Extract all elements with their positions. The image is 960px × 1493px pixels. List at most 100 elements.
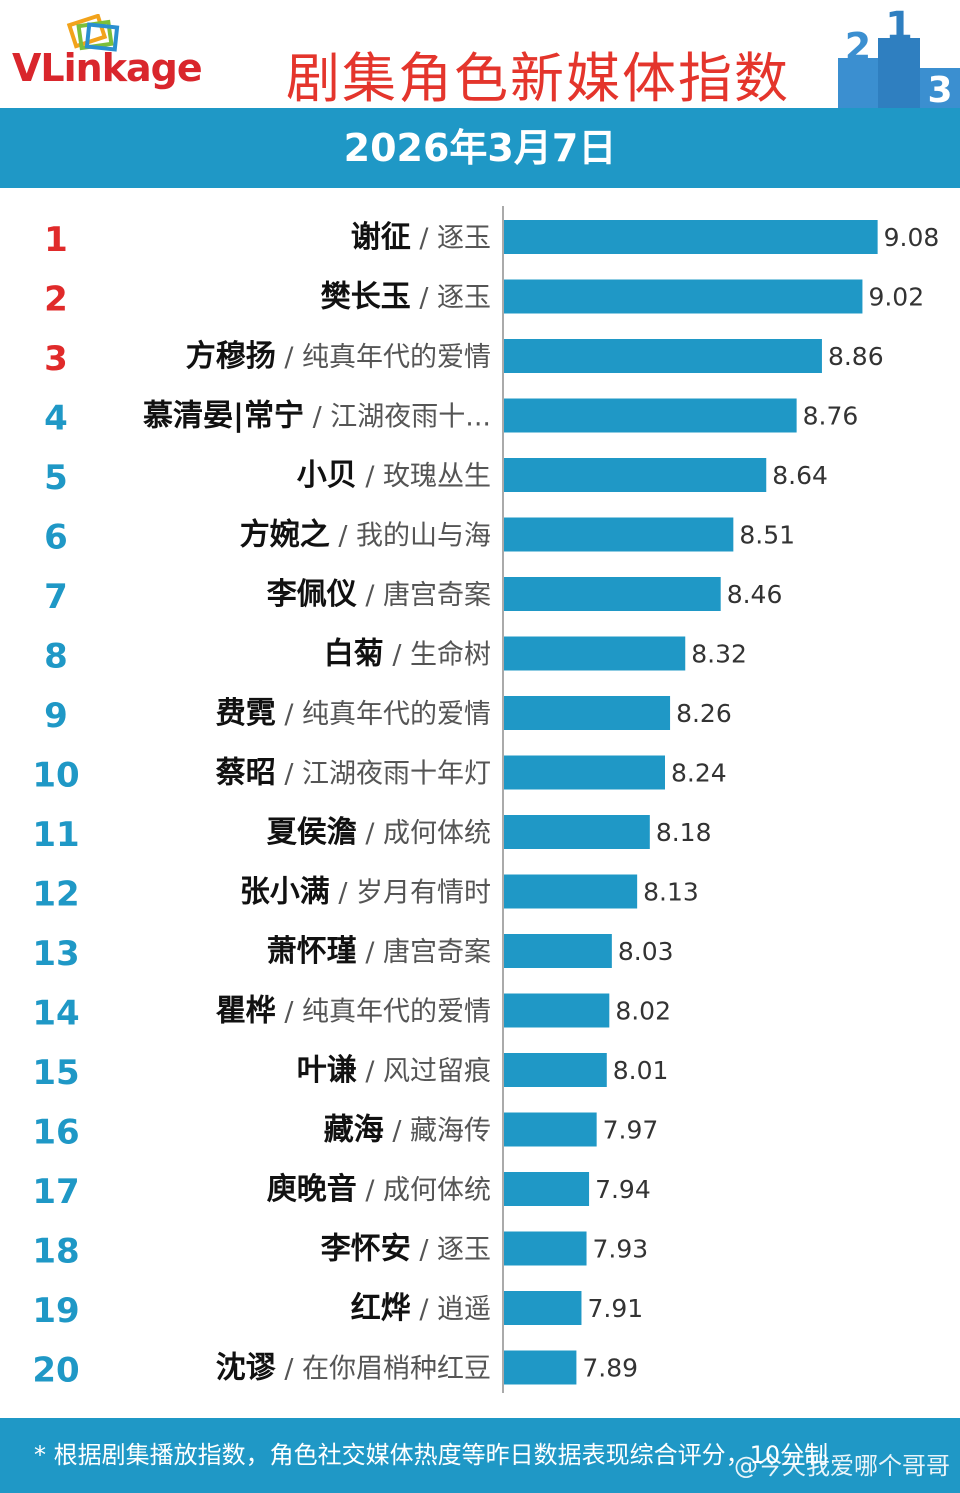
- chart-row: 6 方婉之 / 我的山与海 8.51: [44, 517, 795, 558]
- bar-value-label: 8.18: [656, 818, 712, 847]
- chart-row: 15 叶谦 / 风过留痕 8.01: [32, 1053, 668, 1093]
- bar: [504, 1291, 582, 1325]
- bar: [504, 755, 665, 790]
- row-label: 李怀安 / 逐玉: [321, 1232, 491, 1267]
- character-name: 小贝: [297, 458, 357, 493]
- rank-number: 2: [44, 280, 68, 320]
- row-label: 小贝 / 玫瑰丛生: [297, 458, 491, 493]
- logo-text-v: V: [12, 46, 41, 90]
- drama-name: / 纯真年代的爱情: [276, 342, 491, 373]
- rank-number: 4: [44, 399, 68, 439]
- row-label: 张小满 / 岁月有情时: [240, 875, 491, 910]
- bar-value-label: 8.86: [828, 342, 884, 371]
- character-name: 方穆扬: [186, 339, 276, 374]
- character-name: 叶谦: [297, 1053, 357, 1088]
- watermark-text: @今天我爱哪个哥哥: [734, 1452, 950, 1480]
- rank-number: 1: [44, 220, 68, 260]
- bar-value-label: 8.32: [691, 640, 747, 669]
- row-label: 白菊 / 生命树: [324, 637, 491, 672]
- logo-cards-icon: [66, 14, 120, 52]
- row-label: 方婉之 / 我的山与海: [240, 518, 491, 553]
- drama-name: / 逐玉: [411, 283, 491, 314]
- drama-name: / 风过留痕: [357, 1056, 491, 1087]
- ranking-bar-chart: 1 谢征 / 逐玉 9.08 2 樊长玉 / 逐玉 9.02 3 方穆扬 / 纯真年代的爱情 8…: [32, 206, 939, 1393]
- character-name: 庾晚音: [267, 1172, 357, 1207]
- drama-name: / 玫瑰丛生: [357, 461, 491, 492]
- chart-row: 7 李佩仪 / 唐宫奇案 8.46: [44, 577, 782, 617]
- chart-row: 16 藏海 / 藏海传 7.97: [32, 1112, 659, 1153]
- character-name: 张小满: [240, 875, 330, 910]
- chart-row: 8 白菊 / 生命树 8.32: [44, 636, 747, 677]
- bar-value-label: 7.89: [582, 1354, 638, 1383]
- drama-name: / 成何体统: [357, 818, 491, 849]
- rank-number: 7: [44, 577, 68, 617]
- podium-label-2: 2: [845, 25, 871, 69]
- bar-value-label: 7.97: [603, 1116, 659, 1145]
- row-label: 谢征 / 逐玉: [351, 220, 491, 255]
- character-name: 李怀安: [321, 1232, 411, 1267]
- bar-value-label: 8.13: [643, 878, 699, 907]
- row-label: 庾晚音 / 成何体统: [267, 1172, 491, 1207]
- drama-name: / 唐宫奇案: [357, 580, 491, 611]
- podium-icon: 2 1 3: [838, 10, 960, 108]
- rank-number: 3: [44, 339, 68, 379]
- rank-number: 18: [32, 1232, 79, 1272]
- character-name: 慕清晏|常宁: [143, 399, 304, 434]
- chart-row: 10 蔡昭 / 江湖夜雨十年灯 8.24: [32, 755, 727, 796]
- bar-value-label: 8.24: [671, 759, 727, 788]
- rank-number: 17: [32, 1172, 79, 1212]
- row-label: 蔡昭 / 江湖夜雨十年灯: [216, 756, 491, 791]
- rank-number: 12: [32, 875, 79, 915]
- rank-number: 10: [32, 756, 79, 796]
- row-label: 费霓 / 纯真年代的爱情: [216, 696, 491, 731]
- chart-row: 19 红烨 / 逍遥 7.91: [32, 1291, 643, 1331]
- row-label: 红烨 / 逍遥: [351, 1291, 491, 1326]
- chart-row: 1 谢征 / 逐玉 9.08: [44, 220, 939, 260]
- drama-name: / 逍遥: [411, 1294, 491, 1325]
- character-name: 萧怀瑾: [267, 934, 357, 969]
- chart-row: 12 张小满 / 岁月有情时 8.13: [32, 874, 699, 915]
- row-label: 樊长玉 / 逐玉: [321, 280, 491, 315]
- bar-value-label: 8.76: [803, 402, 859, 431]
- chart-row: 4 慕清晏|常宁 / 江湖夜雨十... 8.76: [44, 398, 859, 439]
- character-name: 白菊: [324, 637, 384, 672]
- rank-number: 14: [32, 994, 79, 1034]
- logo-text-rest: Linkage: [40, 46, 202, 90]
- row-label: 瞿桦 / 纯真年代的爱情: [215, 994, 491, 1029]
- character-name: 夏侯澹: [267, 815, 357, 850]
- page-title: 剧集角色新媒体指数: [286, 47, 790, 110]
- drama-name: / 唐宫奇案: [357, 937, 491, 968]
- bar-value-label: 8.46: [727, 580, 783, 609]
- podium-label-1: 1: [885, 10, 913, 50]
- character-name: 藏海: [324, 1113, 384, 1148]
- bar-value-label: 8.51: [739, 521, 795, 550]
- chart-row: 11 夏侯澹 / 成何体统 8.18: [32, 815, 711, 855]
- drama-name: / 我的山与海: [330, 521, 491, 552]
- bar: [504, 1231, 587, 1266]
- bar-value-label: 8.01: [613, 1056, 669, 1085]
- rank-number: 6: [44, 518, 68, 558]
- bar: [504, 815, 650, 849]
- drama-name: / 岁月有情时: [330, 878, 491, 909]
- drama-name: / 逐玉: [411, 223, 491, 254]
- bar: [504, 1112, 597, 1147]
- footer-note: * 根据剧集播放指数，角色社交媒体热度等昨日数据表现综合评分，10分制: [0, 1418, 960, 1493]
- chart-row: 14 瞿桦 / 纯真年代的爱情 8.02: [32, 993, 671, 1034]
- logo-text: VLinkage: [12, 46, 203, 90]
- drama-name: / 生命树: [384, 640, 491, 671]
- character-name: 费霓: [216, 696, 276, 731]
- row-label: 方穆扬 / 纯真年代的爱情: [186, 339, 491, 374]
- rank-number: 16: [32, 1113, 79, 1153]
- bar: [504, 220, 878, 254]
- rank-number: 9: [44, 696, 68, 736]
- rank-number: 15: [32, 1053, 79, 1093]
- row-label: 藏海 / 藏海传: [324, 1113, 491, 1148]
- drama-name: / 藏海传: [384, 1116, 491, 1147]
- character-name: 谢征: [351, 220, 411, 255]
- drama-name: / 纯真年代的爱情: [276, 699, 491, 730]
- bar: [504, 279, 863, 314]
- character-name: 李佩仪: [267, 577, 357, 612]
- bar-value-label: 8.02: [615, 997, 671, 1026]
- chart-row: 13 萧怀瑾 / 唐宫奇案 8.03: [32, 934, 674, 974]
- bar: [504, 339, 822, 373]
